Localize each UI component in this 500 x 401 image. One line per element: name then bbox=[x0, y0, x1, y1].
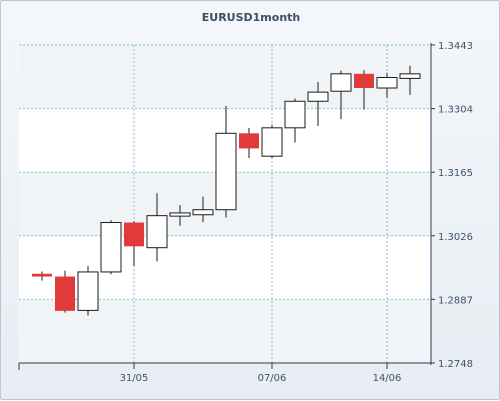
candle-body-down bbox=[239, 133, 259, 149]
candles bbox=[32, 65, 421, 316]
y-tick-label: 1.3165 bbox=[438, 168, 473, 179]
candle-body-up bbox=[215, 132, 237, 211]
x-tick-label: 14/06 bbox=[373, 373, 402, 384]
candle-body-up bbox=[376, 76, 398, 89]
candle-body-up bbox=[100, 222, 122, 273]
candle-body-down bbox=[32, 273, 52, 277]
y-tick-label: 1.3443 bbox=[438, 41, 473, 52]
y-tick-label: 1.3026 bbox=[438, 232, 473, 243]
candle-body-down bbox=[354, 73, 374, 89]
candle-body-up bbox=[192, 209, 214, 216]
candle-body-down bbox=[55, 276, 75, 311]
axes: 1.3443 1.3304 1.3165 1.3026 1.2887 1.2748 31/0… bbox=[18, 41, 473, 384]
y-tick-label: 1.2887 bbox=[438, 295, 473, 306]
chart-title: EURUSD1month bbox=[202, 11, 301, 24]
candle-body-up bbox=[169, 212, 191, 217]
candle-body-up bbox=[284, 100, 306, 129]
candle-body-up bbox=[399, 73, 421, 79]
candle-body-down bbox=[124, 222, 144, 247]
y-tick-label: 1.2748 bbox=[438, 359, 473, 370]
candle-body-up bbox=[77, 271, 99, 311]
candle-body-up bbox=[146, 215, 168, 249]
y-tick-label: 1.3304 bbox=[438, 105, 473, 116]
candle-body-up bbox=[261, 127, 283, 157]
candle-body-up bbox=[330, 73, 352, 92]
x-tick-label: 07/06 bbox=[258, 373, 287, 384]
candle-body-up bbox=[307, 91, 329, 102]
x-tick-label: 31/05 bbox=[120, 373, 149, 384]
